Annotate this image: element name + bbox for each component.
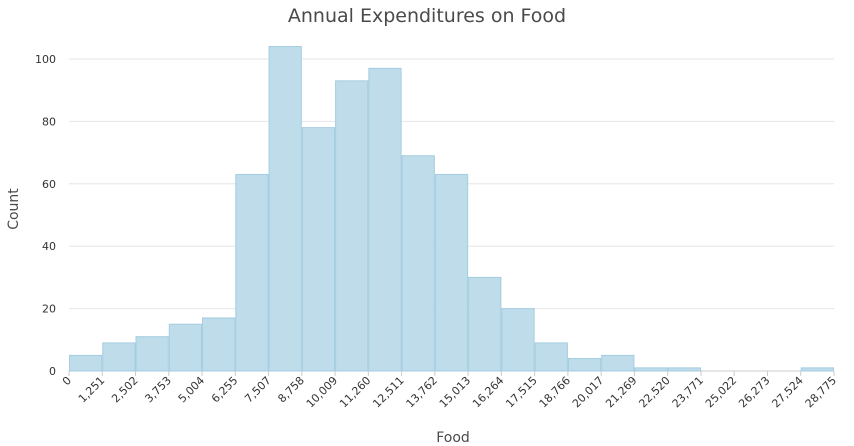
- histogram-bar: [102, 342, 136, 372]
- histogram-bar: [501, 308, 535, 372]
- x-tick-label: 8,758: [275, 374, 306, 405]
- x-tick-label: 11,260: [337, 374, 373, 410]
- x-tick-label: 13,762: [404, 374, 440, 410]
- histogram-bar: [800, 367, 835, 372]
- histogram-bar: [69, 354, 103, 372]
- x-tick-label: 27,524: [769, 374, 805, 410]
- histogram-bar: [468, 276, 502, 372]
- x-tick-label: 18,766: [537, 374, 573, 410]
- y-tick-label: 60: [42, 178, 56, 191]
- x-tick-label: 28,775: [803, 374, 839, 410]
- histogram-bar: [268, 46, 302, 372]
- y-tick-label: 20: [42, 303, 56, 316]
- y-tick-label: 80: [42, 115, 56, 128]
- x-tick-label: 16,264: [470, 374, 506, 410]
- x-axis-ticks: 0 1,251 2,502 3,753 5,004 6,255 7,507 8,75810,0…: [60, 371, 839, 410]
- histogram-bar: [235, 173, 269, 372]
- histogram-bar: [401, 155, 435, 372]
- histogram-bar: [634, 367, 668, 372]
- histogram-bar: [335, 80, 369, 372]
- x-tick-label: 23,771: [670, 374, 706, 410]
- x-tick-label: 3,753: [142, 374, 173, 405]
- x-tick-label: 17,515: [503, 374, 539, 410]
- histogram-bar: [667, 367, 701, 372]
- x-tick-label: 6,255: [209, 374, 240, 405]
- x-tick-label: 21,269: [603, 374, 639, 410]
- histogram-bar: [368, 67, 402, 372]
- x-tick-label: 0: [60, 374, 74, 388]
- histogram-bar: [567, 358, 602, 372]
- histogram-bar: [135, 336, 169, 372]
- x-tick-label: 5,004: [176, 374, 207, 405]
- x-tick-label: 22,520: [636, 374, 672, 410]
- histogram-bar: [601, 354, 635, 372]
- histogram-bar: [534, 342, 568, 372]
- x-tick-label: 1,251: [76, 374, 107, 405]
- y-tick-label: 0: [49, 365, 56, 378]
- bars: [69, 46, 835, 372]
- y-tick-label: 40: [42, 240, 56, 253]
- x-axis-label: Food: [436, 430, 470, 446]
- x-tick-label: 20,017: [570, 374, 606, 410]
- y-axis-ticks: 0 20 40 60 80 100: [35, 53, 56, 378]
- x-tick-label: 26,273: [736, 374, 772, 410]
- chart-title: Annual Expenditures on Food: [288, 5, 566, 27]
- x-tick-label: 15,013: [437, 374, 473, 410]
- y-axis-label: Count: [6, 188, 22, 230]
- histogram-bar: [202, 317, 236, 372]
- x-tick-label: 25,022: [703, 374, 739, 410]
- x-tick-label: 2,502: [109, 374, 140, 405]
- histogram-bar: [434, 173, 469, 372]
- y-tick-label: 100: [35, 53, 56, 66]
- x-tick-label: 12,511: [370, 374, 406, 410]
- x-tick-label: 7,507: [242, 374, 273, 405]
- histogram-bar: [168, 323, 203, 372]
- x-tick-label: 10,009: [304, 374, 340, 410]
- histogram-bar: [301, 127, 336, 372]
